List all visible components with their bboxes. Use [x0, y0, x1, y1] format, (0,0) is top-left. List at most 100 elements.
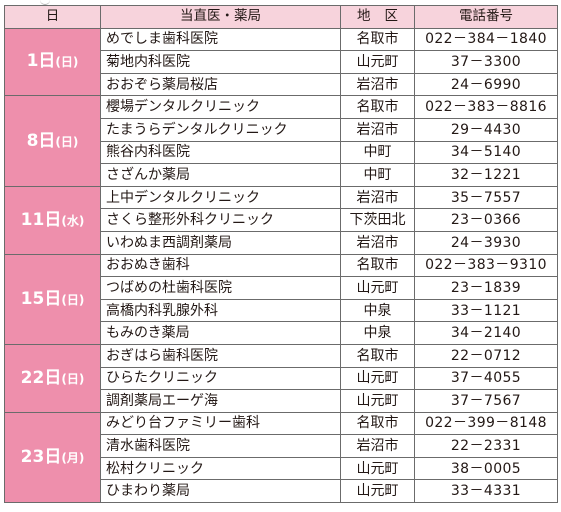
facility-name: 松村クリニック [100, 456, 341, 481]
facility-name: 上中デンタルクリニック [100, 185, 341, 210]
date-day: 11日 [20, 209, 62, 230]
top-edge-mark [40, 0, 50, 5]
facility-name: ひまわり薬局 [100, 479, 341, 504]
table-row: たまうらデンタルクリニック 岩沼市 29－4430 [5, 117, 558, 142]
area-name: 中泉 [340, 321, 415, 345]
header-date: 日 [4, 5, 101, 29]
date-day: 22日 [20, 367, 62, 388]
header-phone: 電話番号 [414, 5, 558, 29]
phone-number: 24－6990 [414, 72, 558, 97]
table-row: ひまわり薬局 山元町 33－4331 [5, 479, 558, 504]
area-name: 名取市 [340, 95, 415, 119]
date-cell: 23日(月) [4, 411, 101, 504]
date-cell: 15日(日) [4, 253, 101, 345]
facility-name: 熊谷内科医院 [100, 140, 341, 165]
date-cell: 1日(日) [4, 27, 101, 97]
phone-number: 33－4331 [414, 479, 558, 504]
table-row: つばめの杜歯科医院 山元町 23－1839 [5, 276, 558, 300]
area-name: 岩沼市 [340, 185, 415, 210]
table-row: さざんか薬局 中町 32－1221 [5, 163, 558, 187]
date-day: 15日 [20, 288, 62, 309]
phone-number: 32－1221 [414, 163, 558, 187]
phone-number: 35－7557 [414, 185, 558, 210]
area-name: 山元町 [340, 366, 415, 391]
area-name: 中町 [340, 140, 415, 165]
schedule-body: 1日(日) めでしま歯科医院 名取市 022－384－1840 菊地内科医院 山元町 37－… [4, 27, 558, 504]
date-weekday: (日) [61, 292, 85, 307]
facility-name: 清水歯科医院 [100, 434, 341, 458]
header-facility: 当直医・薬局 [100, 5, 341, 29]
header-area: 地区 [340, 5, 415, 29]
facility-name: 高橋内科乳腺外科 [100, 298, 341, 323]
date-cell: 11日(水) [4, 185, 101, 255]
area-name: 名取市 [340, 411, 415, 436]
area-name: 山元町 [340, 276, 415, 300]
table-row: 1日(日) めでしま歯科医院 名取市 022－384－1840 [4, 27, 558, 97]
phone-number: 022－384－1840 [414, 27, 558, 52]
table-row: ひらたクリニック 山元町 37－4055 [5, 366, 558, 391]
phone-number: 37－4055 [414, 366, 558, 391]
table-row: 11日(水) 上中デンタルクリニック 岩沼市 35－7557 [4, 185, 558, 255]
date-weekday: (水) [61, 213, 85, 228]
facility-name: 櫻場デンタルクリニック [100, 95, 341, 119]
area-name: 山元町 [340, 456, 415, 481]
date-day: 23日 [20, 446, 62, 467]
phone-number: 33－1121 [414, 298, 558, 323]
phone-number: 37－3300 [414, 50, 558, 74]
schedule-table: 日 当直医・薬局 地区 電話番号 1日(日) めでしま歯科医院 名取市 022－384… [4, 5, 558, 504]
date-weekday: (月) [61, 450, 85, 465]
table-row: さくら整形外科クリニック 下茨田北 23－0366 [5, 208, 558, 232]
table-row: 熊谷内科医院 中町 34－5140 [5, 140, 558, 165]
header-row: 日 当直医・薬局 地区 電話番号 [4, 5, 558, 29]
table-row: 22日(日) おぎはら歯科医院 名取市 22－0712 [4, 343, 558, 413]
facility-name: さくら整形外科クリニック [100, 208, 341, 232]
facility-name: 菊地内科医院 [100, 50, 341, 74]
table-row: 調剤薬局エーゲ海 山元町 37－7567 [5, 389, 558, 413]
table-row: いわぬま西調剤薬局 岩沼市 24－3930 [5, 230, 558, 255]
date-cell: 8日(日) [4, 95, 101, 187]
facility-name: 調剤薬局エーゲ海 [100, 389, 341, 413]
phone-number: 24－3930 [414, 230, 558, 255]
facility-name: ひらたクリニック [100, 366, 341, 391]
phone-number: 23－1839 [414, 276, 558, 300]
date-weekday: (日) [61, 371, 85, 386]
phone-number: 38－0005 [414, 456, 558, 481]
date-cell: 22日(日) [4, 343, 101, 413]
facility-name: おおぬき歯科 [100, 253, 341, 278]
area-name: 岩沼市 [340, 434, 415, 458]
phone-number: 23－0366 [414, 208, 558, 232]
phone-number: 37－7567 [414, 389, 558, 413]
table-row: 15日(日) おおぬき歯科 名取市 022－383－9310 [4, 253, 558, 345]
date-day: 8日 [26, 130, 56, 151]
facility-name: いわぬま西調剤薬局 [100, 230, 341, 255]
bottom-edge [0, 503, 561, 512]
date-weekday: (日) [55, 134, 79, 149]
area-name: 岩沼市 [340, 117, 415, 142]
phone-number: 22－0712 [414, 343, 558, 368]
facility-name: みどり台ファミリー歯科 [100, 411, 341, 436]
facility-name: もみのき薬局 [100, 321, 341, 345]
date-weekday: (日) [55, 55, 79, 70]
facility-name: たまうらデンタルクリニック [100, 117, 341, 142]
area-name: 山元町 [340, 479, 415, 504]
duty-schedule: 日 当直医・薬局 地区 電話番号 1日(日) めでしま歯科医院 名取市 022－384… [4, 5, 558, 504]
facility-name: さざんか薬局 [100, 163, 341, 187]
area-name: 名取市 [340, 27, 415, 52]
area-name: 名取市 [340, 343, 415, 368]
phone-number: 022－399－8148 [414, 411, 558, 436]
table-row: 23日(月) みどり台ファミリー歯科 名取市 022－399－8148 [4, 411, 558, 504]
phone-number: 022－383－8816 [414, 95, 558, 119]
date-day: 1日 [26, 51, 56, 72]
area-name: 名取市 [340, 253, 415, 278]
phone-number: 22－2331 [414, 434, 558, 458]
facility-name: つばめの杜歯科医院 [100, 276, 341, 300]
table-row: 菊地内科医院 山元町 37－3300 [5, 50, 558, 74]
table-row: もみのき薬局 中泉 34－2140 [5, 321, 558, 345]
table-row: 松村クリニック 山元町 38－0005 [5, 456, 558, 481]
facility-name: おおぞら薬局桜店 [100, 72, 341, 97]
phone-number: 29－4430 [414, 117, 558, 142]
area-name: 山元町 [340, 389, 415, 413]
facility-name: めでしま歯科医院 [100, 27, 341, 52]
area-name: 岩沼市 [340, 72, 415, 97]
table-row: 8日(日) 櫻場デンタルクリニック 名取市 022－383－8816 [4, 95, 558, 187]
